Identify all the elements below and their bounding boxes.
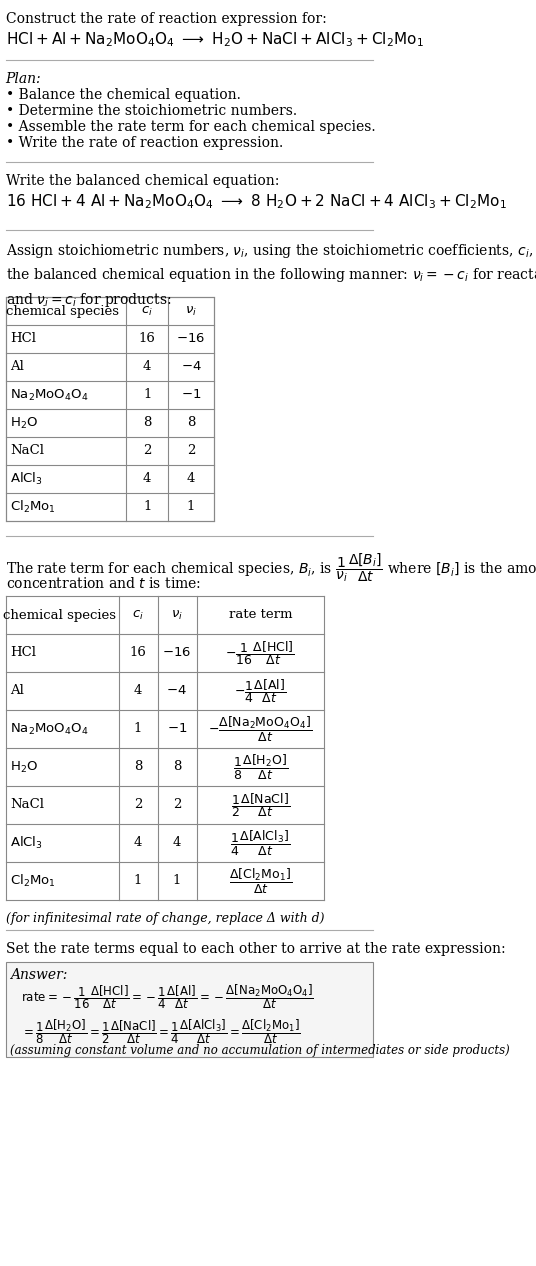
Text: • Determine the stoichiometric numbers.: • Determine the stoichiometric numbers. <box>6 104 297 118</box>
Text: 8: 8 <box>143 417 151 429</box>
Text: $-4$: $-4$ <box>167 685 187 698</box>
Text: 4: 4 <box>134 837 142 849</box>
Text: $\mathrm{H_2O}$: $\mathrm{H_2O}$ <box>10 760 38 775</box>
Text: Al: Al <box>10 361 24 373</box>
Text: $\dfrac{\Delta[\mathrm{Cl_2Mo_1}]}{\Delta t}$: $\dfrac{\Delta[\mathrm{Cl_2Mo_1}]}{\Delt… <box>229 866 292 895</box>
Text: 1: 1 <box>143 389 151 401</box>
Text: 16: 16 <box>139 333 155 346</box>
Text: 2: 2 <box>134 799 142 812</box>
Text: $\mathrm{Cl_2Mo_1}$: $\mathrm{Cl_2Mo_1}$ <box>10 499 56 515</box>
Text: Construct the rate of reaction expression for:: Construct the rate of reaction expressio… <box>6 11 326 27</box>
Text: 16: 16 <box>130 647 146 660</box>
Text: NaCl: NaCl <box>10 444 44 457</box>
Text: $\nu_i$: $\nu_i$ <box>171 609 183 622</box>
Text: 1: 1 <box>143 500 151 514</box>
Text: 4: 4 <box>134 685 142 698</box>
Text: $\mathrm{Cl_2Mo_1}$: $\mathrm{Cl_2Mo_1}$ <box>10 874 56 889</box>
Text: $\mathrm{Na_2MoO_4O_4}$: $\mathrm{Na_2MoO_4O_4}$ <box>10 722 88 737</box>
Text: $-\dfrac{1}{4}\dfrac{\Delta[\mathrm{Al}]}{\Delta t}$: $-\dfrac{1}{4}\dfrac{\Delta[\mathrm{Al}]… <box>234 677 286 705</box>
Text: $\mathrm{HCl + Al + Na_2MoO_4O_4 \ \longrightarrow \ H_2O + NaCl + AlCl_3 + Cl_2: $\mathrm{HCl + Al + Na_2MoO_4O_4 \ \long… <box>6 30 423 48</box>
Text: Al: Al <box>10 685 24 698</box>
Text: $\dfrac{1}{8}\dfrac{\Delta[\mathrm{H_2O}]}{\Delta t}$: $\dfrac{1}{8}\dfrac{\Delta[\mathrm{H_2O}… <box>233 752 288 781</box>
Text: Assign stoichiometric numbers, $\nu_i$, using the stoichiometric coefficients, $: Assign stoichiometric numbers, $\nu_i$, … <box>6 242 536 309</box>
Text: 8: 8 <box>134 761 142 774</box>
Text: Set the rate terms equal to each other to arrive at the rate expression:: Set the rate terms equal to each other t… <box>6 942 505 956</box>
Text: $\nu_i$: $\nu_i$ <box>185 304 197 318</box>
Text: $\mathrm{Na_2MoO_4O_4}$: $\mathrm{Na_2MoO_4O_4}$ <box>10 387 88 403</box>
Text: $= \dfrac{1}{8}\dfrac{\Delta[\mathrm{H_2O}]}{\Delta t} = \dfrac{1}{2}\dfrac{\Del: $= \dfrac{1}{8}\dfrac{\Delta[\mathrm{H_2… <box>21 1017 301 1046</box>
Text: Answer:: Answer: <box>10 968 68 982</box>
Text: $c_i$: $c_i$ <box>141 304 153 318</box>
Bar <box>6 962 374 1057</box>
Text: 2: 2 <box>173 799 181 812</box>
Text: rate term: rate term <box>228 609 292 622</box>
Text: 1: 1 <box>134 875 142 887</box>
Text: $\mathrm{H_2O}$: $\mathrm{H_2O}$ <box>10 415 38 430</box>
Text: HCl: HCl <box>10 333 36 346</box>
Text: $-\dfrac{\Delta[\mathrm{Na_2MoO_4O_4}]}{\Delta t}$: $-\dfrac{\Delta[\mathrm{Na_2MoO_4O_4}]}{… <box>209 714 312 743</box>
Text: NaCl: NaCl <box>10 799 44 812</box>
Text: concentration and $t$ is time:: concentration and $t$ is time: <box>6 576 201 591</box>
Text: $-\dfrac{1}{16}\dfrac{\Delta[\mathrm{HCl}]}{\Delta t}$: $-\dfrac{1}{16}\dfrac{\Delta[\mathrm{HCl… <box>226 639 295 667</box>
Text: $-1$: $-1$ <box>181 389 201 401</box>
Text: 4: 4 <box>143 361 151 373</box>
Text: $\mathrm{AlCl_3}$: $\mathrm{AlCl_3}$ <box>10 836 43 851</box>
Text: 4: 4 <box>143 472 151 485</box>
Text: 1: 1 <box>187 500 195 514</box>
Text: Write the balanced chemical equation:: Write the balanced chemical equation: <box>6 173 279 187</box>
Text: chemical species: chemical species <box>3 609 116 622</box>
Text: • Write the rate of reaction expression.: • Write the rate of reaction expression. <box>6 135 283 149</box>
Text: $-1$: $-1$ <box>167 723 187 736</box>
Text: The rate term for each chemical species, $B_i$, is $\dfrac{1}{\nu_i}\dfrac{\Delt: The rate term for each chemical species,… <box>6 551 536 584</box>
Text: $\dfrac{1}{2}\dfrac{\Delta[\mathrm{NaCl}]}{\Delta t}$: $\dfrac{1}{2}\dfrac{\Delta[\mathrm{NaCl}… <box>231 791 290 819</box>
Text: • Assemble the rate term for each chemical species.: • Assemble the rate term for each chemic… <box>6 120 375 134</box>
Text: chemical species: chemical species <box>6 305 120 318</box>
Bar <box>6 298 214 522</box>
Text: 1: 1 <box>134 723 142 736</box>
Text: 1: 1 <box>173 875 181 887</box>
Text: $\mathrm{AlCl_3}$: $\mathrm{AlCl_3}$ <box>10 471 43 487</box>
Text: 4: 4 <box>173 837 181 849</box>
Text: $\dfrac{1}{4}\dfrac{\Delta[\mathrm{AlCl_3}]}{\Delta t}$: $\dfrac{1}{4}\dfrac{\Delta[\mathrm{AlCl_… <box>230 828 291 857</box>
Text: HCl: HCl <box>10 647 36 660</box>
Text: $-16$: $-16$ <box>162 647 191 660</box>
Text: • Balance the chemical equation.: • Balance the chemical equation. <box>6 89 241 103</box>
Text: 8: 8 <box>173 761 181 774</box>
Text: $\mathrm{rate} = -\dfrac{1}{16}\dfrac{\Delta[\mathrm{HCl}]}{\Delta t} = -\dfrac{: $\mathrm{rate} = -\dfrac{1}{16}\dfrac{\D… <box>21 982 314 1010</box>
Text: 2: 2 <box>143 444 151 457</box>
Text: $-16$: $-16$ <box>176 333 205 346</box>
Text: Plan:: Plan: <box>6 72 41 86</box>
Text: $c_i$: $c_i$ <box>132 609 144 622</box>
Text: 8: 8 <box>187 417 195 429</box>
Text: (for infinitesimal rate of change, replace Δ with d): (for infinitesimal rate of change, repla… <box>6 912 324 925</box>
Text: 4: 4 <box>187 472 195 485</box>
Text: $\mathrm{16\ HCl + 4\ Al + Na_2MoO_4O_4 \ \longrightarrow \ 8\ H_2O + 2\ NaCl + : $\mathrm{16\ HCl + 4\ Al + Na_2MoO_4O_4 … <box>6 192 507 210</box>
Text: $-4$: $-4$ <box>181 361 202 373</box>
Text: 2: 2 <box>187 444 195 457</box>
Text: (assuming constant volume and no accumulation of intermediates or side products): (assuming constant volume and no accumul… <box>10 1044 510 1057</box>
